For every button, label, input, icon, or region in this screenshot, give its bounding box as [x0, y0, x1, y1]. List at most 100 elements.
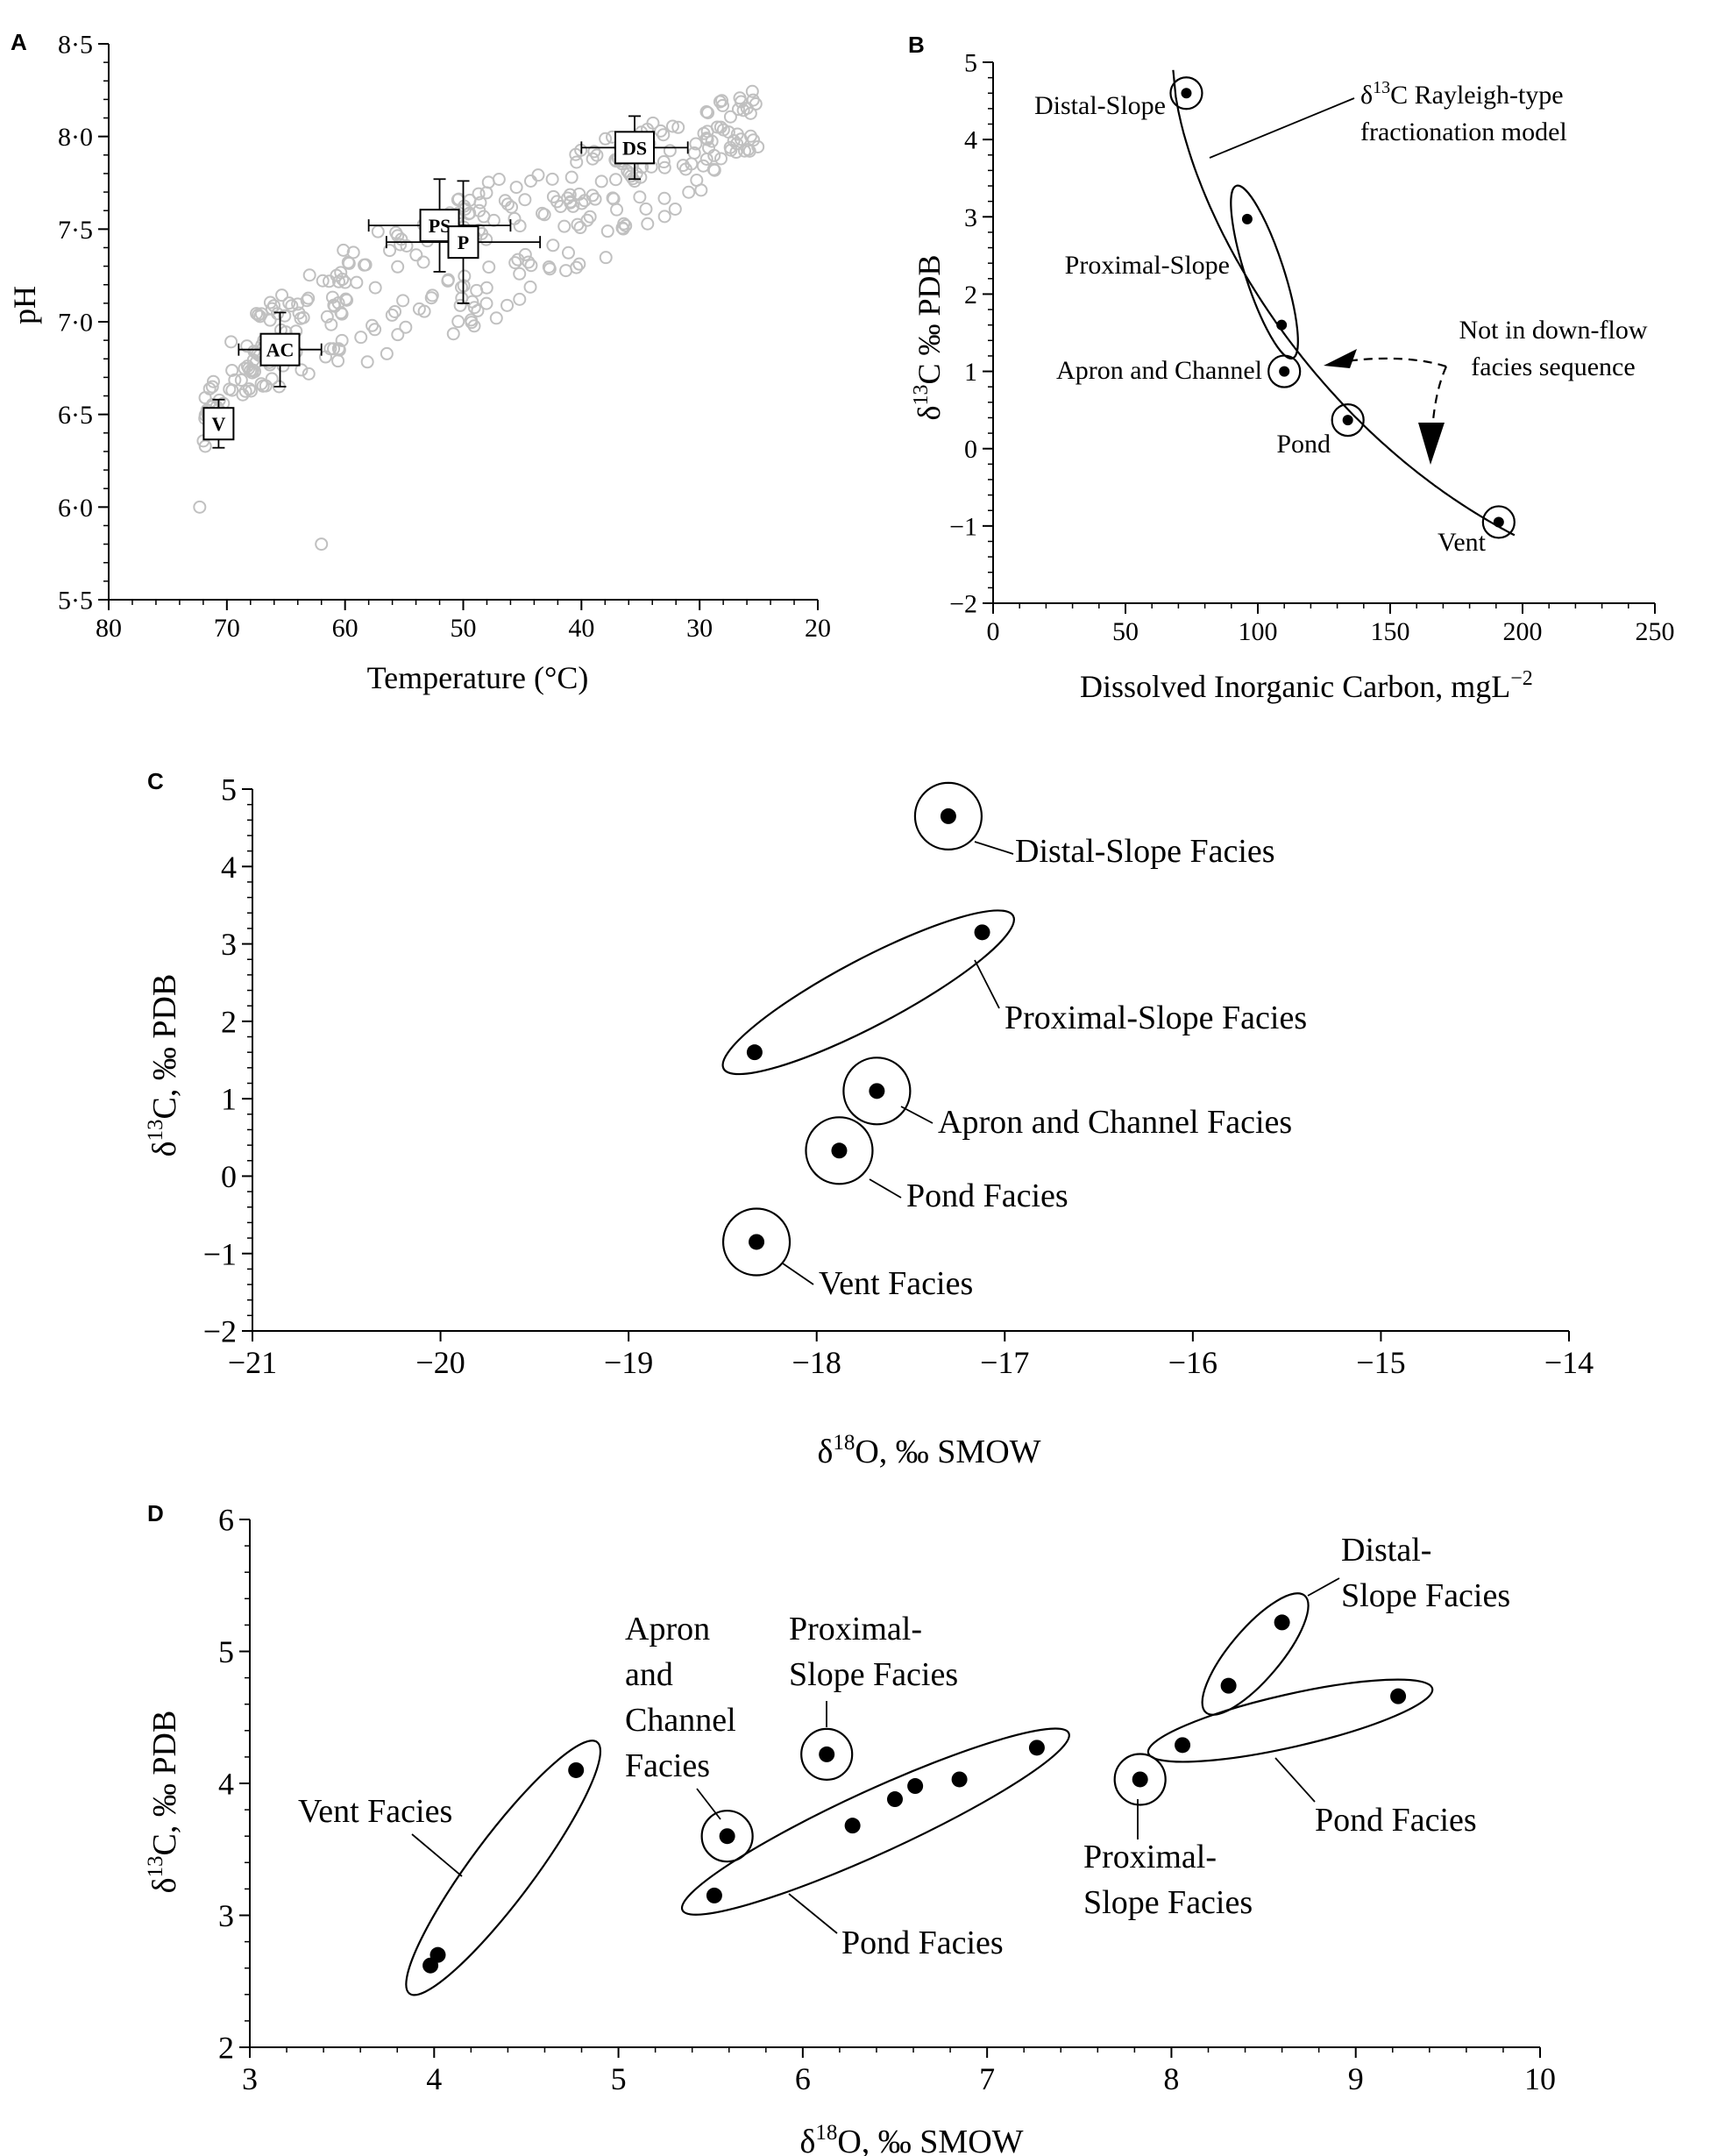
background-point	[205, 380, 219, 394]
panel-b-note-line1: Not in down-flow	[1459, 316, 1648, 345]
panel-b-label: B	[908, 32, 925, 58]
background-point	[472, 187, 486, 201]
background-point	[599, 132, 613, 146]
background-point	[366, 318, 380, 332]
data-point	[1276, 319, 1288, 331]
data-point	[719, 1828, 735, 1845]
pond-label: Pond	[1276, 430, 1331, 459]
data-point	[1175, 1737, 1191, 1754]
data-point	[1493, 516, 1504, 528]
background-point	[224, 335, 238, 349]
background-point	[409, 248, 423, 262]
proximal-slope-ellipse	[721, 909, 1015, 1076]
panel-a-x-axis-title: Temperature (°C)	[367, 660, 589, 695]
background-point	[742, 143, 756, 157]
background-point	[710, 120, 724, 134]
background-point	[334, 266, 348, 280]
distal-slope-circle	[913, 781, 983, 851]
label-leader-line	[782, 1263, 814, 1285]
y-tick-label: 2	[218, 2031, 234, 2066]
data-point	[1132, 1771, 1148, 1788]
proximal-slope-bottom-label-line1: Proximal-	[1083, 1839, 1217, 1875]
y-tick-label: 0	[964, 435, 977, 464]
data-point	[746, 1044, 763, 1061]
data-point	[1241, 213, 1253, 224]
background-point	[545, 172, 559, 186]
x-tick-label: −17	[980, 1345, 1029, 1380]
data-point	[844, 1818, 861, 1834]
background-point	[570, 155, 584, 169]
pond-ellipse-right	[1147, 1678, 1434, 1763]
background-point	[561, 245, 575, 260]
background-point	[523, 174, 537, 189]
apron-label-line2: and	[625, 1656, 673, 1693]
background-point	[690, 174, 704, 188]
panel-d-data: Vent Facies Apron and Channel Facies Proximal…	[298, 1532, 1510, 1996]
labelled-point-label: P	[458, 231, 469, 253]
background-point	[441, 274, 455, 288]
y-tick-label: 4	[964, 126, 977, 155]
y-tick-label: 1	[964, 358, 977, 387]
apron-label-line1: Apron	[625, 1611, 710, 1647]
x-tick-label: 30	[686, 614, 713, 643]
background-point	[337, 243, 351, 257]
background-point	[657, 210, 671, 224]
panel-a-temperature-ph: A 80 70 60 50 40 30 20 5·5 6·0 6·5 7·0 7·5 8·0 8·5 V A…	[7, 29, 831, 695]
background-point	[400, 239, 414, 253]
background-point	[668, 202, 682, 216]
background-point	[451, 315, 465, 329]
background-point	[350, 275, 364, 289]
x-tick-label: 80	[96, 614, 122, 643]
background-point	[657, 155, 671, 169]
background-point	[250, 307, 264, 321]
data-point	[869, 1083, 885, 1099]
background-point	[546, 238, 560, 253]
data-point	[951, 1771, 968, 1788]
x-tick-label: −19	[604, 1345, 653, 1380]
background-point	[323, 274, 337, 288]
background-point	[600, 224, 614, 238]
background-point	[391, 260, 405, 274]
background-point	[300, 294, 314, 308]
background-point	[464, 313, 478, 327]
background-point	[368, 323, 382, 337]
y-tick-label: 3	[964, 203, 977, 232]
background-point	[599, 251, 613, 265]
label-leader-line	[411, 1833, 463, 1877]
y-tick-label: −1	[949, 512, 977, 541]
x-tick-label: −18	[792, 1345, 841, 1380]
background-point	[590, 148, 604, 162]
y-tick-label: 3	[218, 1898, 234, 1933]
background-point	[383, 244, 397, 258]
background-point	[699, 152, 713, 166]
background-point	[446, 327, 460, 341]
panel-a-labelled-points: V AC PS P DS	[202, 115, 689, 449]
background-point	[633, 190, 647, 204]
x-tick-label: −21	[228, 1345, 277, 1380]
vent-label: Vent	[1438, 528, 1487, 557]
x-tick-label: 7	[979, 2061, 995, 2096]
background-point	[511, 253, 525, 267]
background-point	[508, 256, 522, 270]
distal-slope-label-line1: Distal-	[1341, 1532, 1431, 1569]
background-point	[331, 354, 345, 368]
background-point	[254, 377, 268, 391]
background-point	[665, 119, 679, 133]
background-point	[609, 173, 623, 187]
background-point	[563, 188, 577, 202]
background-point	[396, 294, 410, 308]
background-point	[360, 355, 374, 369]
background-point	[610, 203, 624, 217]
background-point	[730, 137, 744, 151]
background-point	[492, 173, 506, 187]
apron-channel-label: Apron and Channel	[1056, 356, 1262, 385]
proximal-slope-bottom-label-line2: Slope Facies	[1083, 1884, 1253, 1921]
y-tick-label: 0	[221, 1159, 237, 1194]
background-point	[572, 257, 586, 271]
proximal-slope-top-label-line1: Proximal-	[789, 1611, 922, 1647]
background-point	[285, 299, 299, 313]
background-point	[500, 197, 515, 211]
background-point	[271, 307, 285, 321]
proximal-slope-ellipse	[1230, 184, 1299, 360]
